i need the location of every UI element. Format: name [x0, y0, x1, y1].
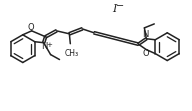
Text: +: + — [46, 42, 52, 48]
Text: N: N — [142, 30, 149, 39]
Text: CH₃: CH₃ — [64, 49, 78, 58]
Text: N: N — [41, 42, 48, 51]
Text: −: − — [116, 1, 124, 11]
Text: O: O — [142, 49, 149, 58]
Text: O: O — [27, 23, 34, 32]
Text: I: I — [113, 4, 117, 14]
